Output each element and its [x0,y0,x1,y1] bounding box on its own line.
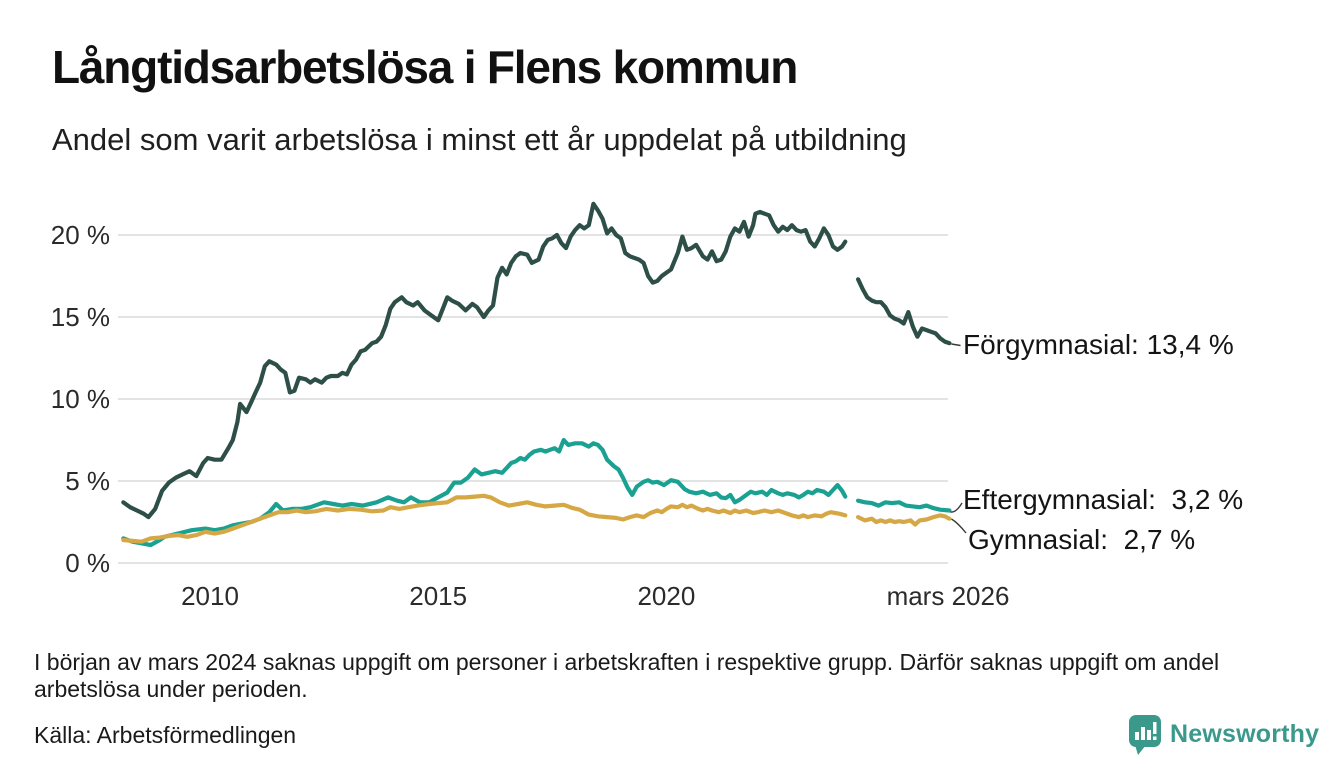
y-tick-label: 5 % [65,466,110,496]
chart-subtitle: Andel som varit arbetslösa i minst ett å… [52,122,907,157]
connector-gymnasial [951,518,967,534]
newsworthy-wordmark: Newsworthy [1170,720,1320,748]
footnote: I början av mars 2024 saknas uppgift om … [34,649,1220,702]
y-tick-label: 20 % [50,220,110,250]
y-tick-label: 15 % [50,302,110,332]
x-tick-label: 2010 [181,581,239,611]
series-line-eftergymnasial [121,437,848,548]
y-tick-label: 10 % [50,384,110,414]
page-title: Långtidsarbetslösa i Flens kommun [52,41,798,93]
source-line: Källa: Arbetsförmedlingen [34,722,297,748]
series-line-gymnasial [856,513,952,527]
end-label-eftergymnasial: Eftergymnasial: 3,2 % [963,484,1244,515]
connector-eftergymnasial [950,502,963,513]
annotation-connectors [950,343,967,534]
x-tick-label: 2015 [409,581,468,611]
series-line-gymnasial [121,493,848,544]
y-tick-label: 0 % [65,548,110,578]
x-tick-label: 2020 [637,581,696,611]
series-line-forgymnasial [856,277,952,346]
newsworthy-icon [1129,715,1161,755]
newsworthy-logo: Newsworthy [1128,714,1319,756]
series-lines [121,201,952,548]
connector-forgymnasial [951,343,961,347]
end-label-gymnasial: Gymnasial: 2,7 % [968,524,1196,555]
x-tick-label: mars 2026 [886,581,1010,611]
series-line-eftergymnasial [856,498,952,513]
end-label-forgymnasial: Förgymnasial: 13,4 % [963,329,1234,360]
series-line-forgymnasial [121,201,848,520]
